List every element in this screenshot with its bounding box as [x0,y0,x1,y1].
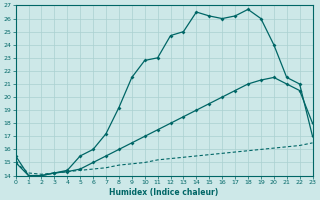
X-axis label: Humidex (Indice chaleur): Humidex (Indice chaleur) [109,188,219,197]
